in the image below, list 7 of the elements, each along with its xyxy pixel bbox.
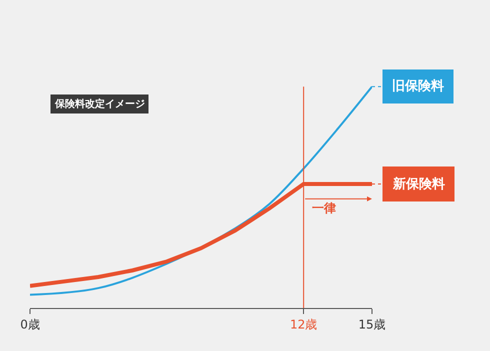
annotation: 一律 xyxy=(312,201,336,215)
legend-label: 新保険料 xyxy=(392,176,445,192)
text: 保険料改定イメージ xyxy=(54,98,145,110)
x-tick-label: 12歳 xyxy=(290,317,318,332)
x-tick-label: 15歳 xyxy=(358,317,386,332)
legend-label: 旧保険料 xyxy=(392,79,444,94)
x-tick-label: 0歳 xyxy=(20,317,40,332)
